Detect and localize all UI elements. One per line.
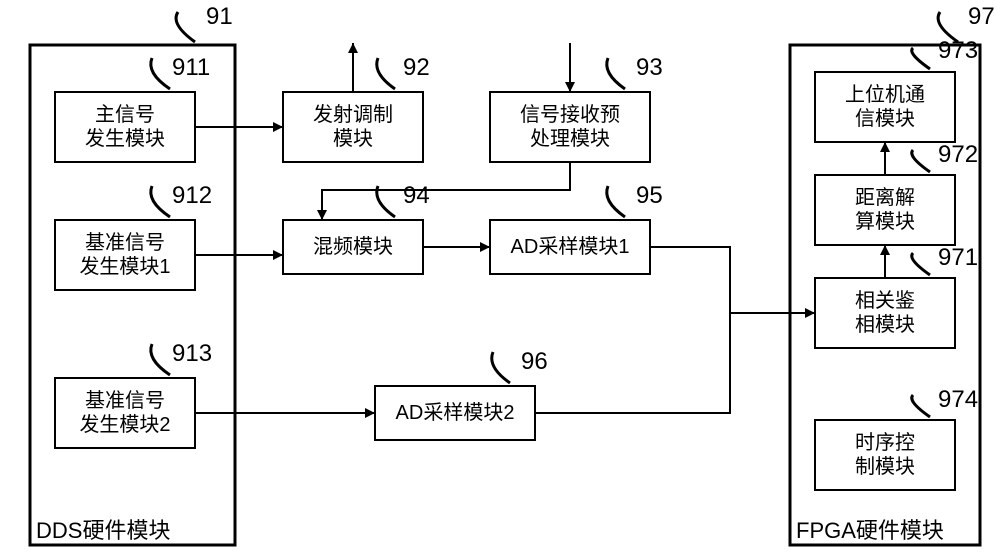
b96-leader <box>492 352 510 383</box>
b972-num: 972 <box>938 141 978 168</box>
b974-line1: 制模块 <box>855 455 915 478</box>
b92-leader <box>377 58 395 89</box>
b93-num: 93 <box>636 54 663 81</box>
b95-num: 95 <box>636 182 663 209</box>
b912-leader <box>151 186 170 217</box>
b972-line0: 距离解 <box>855 186 915 209</box>
b95-leader <box>607 186 625 217</box>
b972-leader <box>912 150 930 172</box>
b913-leader <box>151 344 170 375</box>
b971 <box>815 278 955 348</box>
b972-line1: 算模块 <box>855 210 915 233</box>
b913-num: 913 <box>172 340 212 367</box>
b92-num: 92 <box>403 54 430 81</box>
fpga-label: FPGA硬件模块 <box>796 518 944 543</box>
b92 <box>283 92 423 162</box>
b912-line0: 基准信号 <box>85 231 165 254</box>
b913 <box>55 378 195 448</box>
b974 <box>815 420 955 490</box>
b912-line1: 发生模块1 <box>79 255 170 278</box>
b973-line1: 信模块 <box>855 107 915 130</box>
b912 <box>55 220 195 290</box>
b95-line0: AD采样模块1 <box>511 235 630 258</box>
b971-line1: 相模块 <box>855 313 915 336</box>
b971-num: 971 <box>938 244 978 271</box>
b974-leader <box>912 395 930 417</box>
b973-leader <box>912 48 930 69</box>
b93 <box>490 92 650 162</box>
b96-num: 96 <box>521 348 548 375</box>
edge-8 <box>535 313 730 413</box>
b913-line0: 基准信号 <box>85 389 165 412</box>
edge-6 <box>322 162 570 220</box>
b973-line0: 上位机通 <box>845 83 925 106</box>
b972 <box>815 175 955 245</box>
b96-line0: AD采样模块2 <box>396 401 515 424</box>
dds-leader <box>176 12 195 42</box>
b971-leader <box>912 253 930 275</box>
b974-line0: 时序控 <box>855 431 915 454</box>
b912-num: 912 <box>172 182 212 209</box>
b92-line0: 发射调制 <box>313 103 393 126</box>
b913-line1: 发生模块2 <box>79 413 170 436</box>
b911-num: 911 <box>172 54 210 81</box>
b973 <box>815 72 955 142</box>
b911-line0: 主信号 <box>95 103 155 126</box>
b93-line0: 信号接收预 <box>520 103 620 126</box>
fpga-num: 97 <box>968 3 995 30</box>
b93-line1: 处理模块 <box>530 127 610 150</box>
dds-num: 91 <box>206 3 233 30</box>
b973-num: 973 <box>938 37 978 64</box>
b94-num: 94 <box>403 182 430 209</box>
b94-line0: 混频模块 <box>313 235 393 258</box>
b911 <box>55 92 195 162</box>
b971-line0: 相关鉴 <box>855 289 915 312</box>
b92-line1: 模块 <box>333 127 373 150</box>
b974-num: 974 <box>938 386 978 413</box>
b93-leader <box>607 58 625 89</box>
b911-leader <box>151 58 170 89</box>
dds-label: DDS硬件模块 <box>36 518 170 543</box>
b911-line1: 发生模块 <box>85 127 165 150</box>
